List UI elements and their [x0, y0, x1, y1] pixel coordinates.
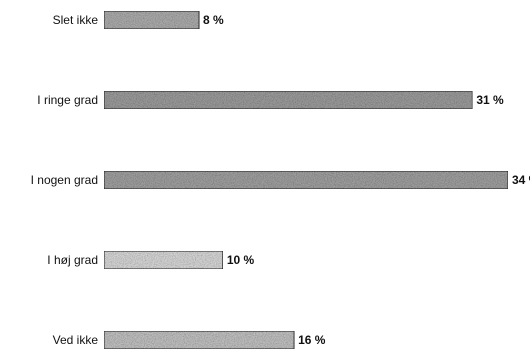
category-label: Ved ikke	[53, 333, 99, 347]
value-label: 8 %	[203, 13, 224, 27]
bars-group: Slet ikke 8 % I ringe grad 31 % I nogen grad…	[31, 10, 530, 350]
value-label: 10 %	[227, 253, 255, 267]
value-label: 16 %	[298, 333, 326, 347]
bar	[103, 170, 509, 190]
category-label: I nogen grad	[31, 173, 98, 187]
category-label: I ringe grad	[37, 93, 98, 107]
category-label: Slet ikke	[53, 13, 99, 27]
value-label: 31 %	[476, 93, 504, 107]
value-label: 34 %	[512, 173, 530, 187]
category-label: I høj grad	[47, 253, 98, 267]
bar	[103, 90, 473, 110]
bar	[103, 10, 200, 30]
bar	[103, 330, 295, 350]
bar	[103, 250, 224, 270]
